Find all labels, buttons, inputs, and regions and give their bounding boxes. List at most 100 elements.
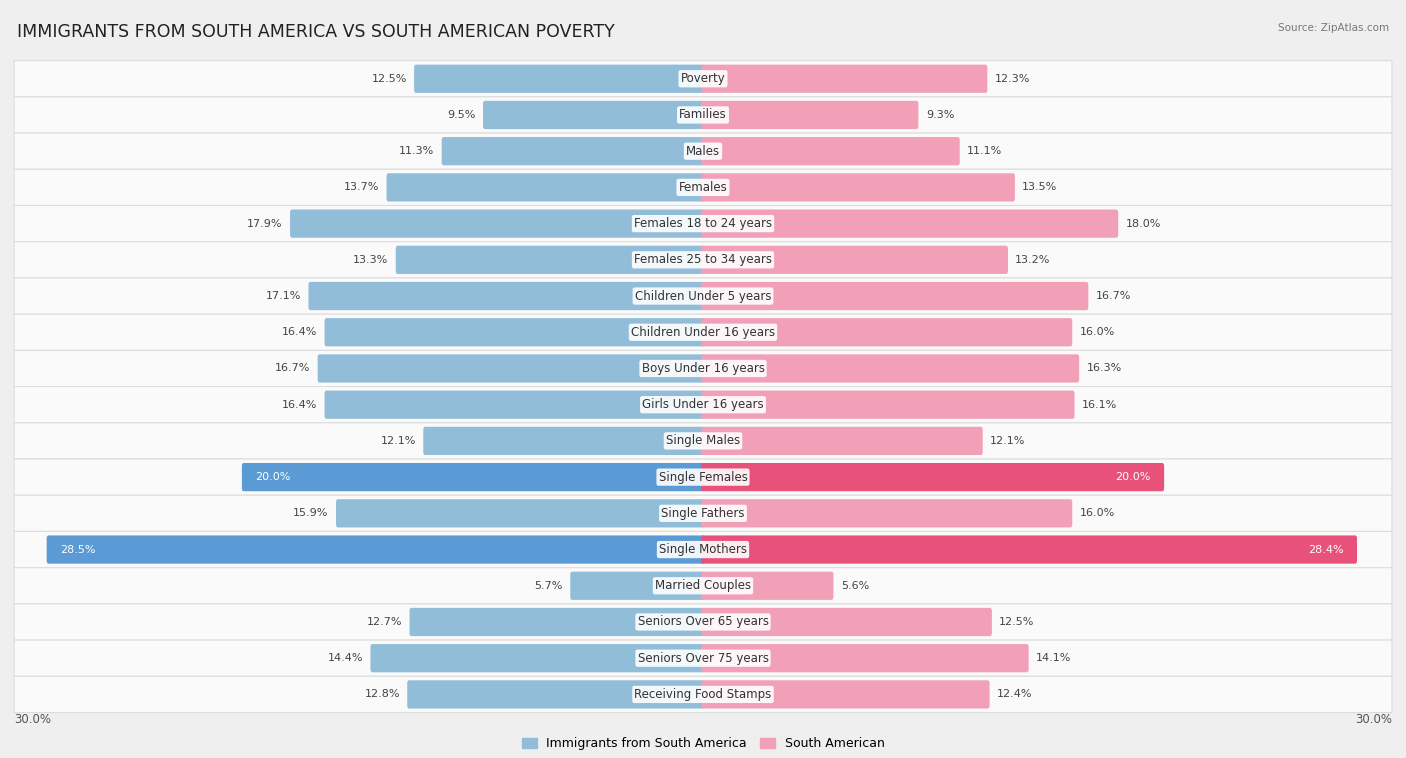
Text: 12.1%: 12.1%: [990, 436, 1025, 446]
Text: Seniors Over 65 years: Seniors Over 65 years: [637, 615, 769, 628]
FancyBboxPatch shape: [46, 535, 704, 564]
FancyBboxPatch shape: [318, 354, 704, 383]
Text: Married Couples: Married Couples: [655, 579, 751, 592]
Text: 28.4%: 28.4%: [1308, 544, 1344, 555]
Text: 9.5%: 9.5%: [447, 110, 475, 120]
FancyBboxPatch shape: [702, 282, 1088, 310]
Text: 12.5%: 12.5%: [371, 74, 406, 83]
FancyBboxPatch shape: [702, 535, 1357, 564]
FancyBboxPatch shape: [702, 101, 918, 129]
FancyBboxPatch shape: [702, 137, 960, 165]
FancyBboxPatch shape: [415, 64, 704, 93]
FancyBboxPatch shape: [702, 390, 1074, 419]
FancyBboxPatch shape: [14, 495, 1392, 531]
FancyBboxPatch shape: [408, 680, 704, 709]
FancyBboxPatch shape: [702, 64, 987, 93]
FancyBboxPatch shape: [395, 246, 704, 274]
Text: 13.2%: 13.2%: [1015, 255, 1050, 265]
Text: 12.3%: 12.3%: [994, 74, 1031, 83]
FancyBboxPatch shape: [14, 97, 1392, 133]
Text: Females 18 to 24 years: Females 18 to 24 years: [634, 217, 772, 230]
FancyBboxPatch shape: [14, 133, 1392, 169]
FancyBboxPatch shape: [702, 644, 1029, 672]
FancyBboxPatch shape: [14, 278, 1392, 314]
FancyBboxPatch shape: [14, 459, 1392, 495]
Text: Single Males: Single Males: [666, 434, 740, 447]
Text: Receiving Food Stamps: Receiving Food Stamps: [634, 688, 772, 701]
Text: 12.8%: 12.8%: [364, 690, 399, 700]
Text: Poverty: Poverty: [681, 72, 725, 85]
FancyBboxPatch shape: [14, 350, 1392, 387]
FancyBboxPatch shape: [702, 354, 1080, 383]
Text: 20.0%: 20.0%: [1115, 472, 1152, 482]
Text: 14.1%: 14.1%: [1036, 653, 1071, 663]
Text: 5.6%: 5.6%: [841, 581, 869, 590]
FancyBboxPatch shape: [702, 174, 1015, 202]
FancyBboxPatch shape: [702, 608, 991, 636]
FancyBboxPatch shape: [290, 209, 704, 238]
Text: 5.7%: 5.7%: [534, 581, 562, 590]
Text: 16.0%: 16.0%: [1080, 327, 1115, 337]
Text: 17.1%: 17.1%: [266, 291, 301, 301]
Text: 11.1%: 11.1%: [967, 146, 1002, 156]
Text: 30.0%: 30.0%: [14, 713, 51, 726]
FancyBboxPatch shape: [14, 640, 1392, 676]
FancyBboxPatch shape: [387, 174, 704, 202]
FancyBboxPatch shape: [14, 568, 1392, 604]
Text: 9.3%: 9.3%: [925, 110, 955, 120]
FancyBboxPatch shape: [423, 427, 704, 455]
FancyBboxPatch shape: [14, 604, 1392, 640]
FancyBboxPatch shape: [370, 644, 704, 672]
Text: 13.3%: 13.3%: [353, 255, 388, 265]
Text: 11.3%: 11.3%: [399, 146, 434, 156]
Text: Single Females: Single Females: [658, 471, 748, 484]
FancyBboxPatch shape: [325, 318, 704, 346]
Text: Single Mothers: Single Mothers: [659, 543, 747, 556]
Text: Males: Males: [686, 145, 720, 158]
Text: 16.1%: 16.1%: [1083, 399, 1118, 409]
Text: 30.0%: 30.0%: [1355, 713, 1392, 726]
FancyBboxPatch shape: [14, 314, 1392, 350]
Text: 16.4%: 16.4%: [281, 399, 318, 409]
FancyBboxPatch shape: [702, 209, 1118, 238]
Text: 20.0%: 20.0%: [256, 472, 291, 482]
FancyBboxPatch shape: [702, 318, 1073, 346]
FancyBboxPatch shape: [702, 572, 834, 600]
Legend: Immigrants from South America, South American: Immigrants from South America, South Ame…: [516, 732, 890, 755]
Text: Boys Under 16 years: Boys Under 16 years: [641, 362, 765, 375]
FancyBboxPatch shape: [14, 169, 1392, 205]
Text: 13.5%: 13.5%: [1022, 183, 1057, 193]
Text: IMMIGRANTS FROM SOUTH AMERICA VS SOUTH AMERICAN POVERTY: IMMIGRANTS FROM SOUTH AMERICA VS SOUTH A…: [17, 23, 614, 41]
Text: 16.3%: 16.3%: [1087, 364, 1122, 374]
FancyBboxPatch shape: [336, 500, 704, 528]
FancyBboxPatch shape: [308, 282, 704, 310]
Text: 12.5%: 12.5%: [1000, 617, 1035, 627]
Text: 17.9%: 17.9%: [247, 218, 283, 229]
Text: Seniors Over 75 years: Seniors Over 75 years: [637, 652, 769, 665]
Text: 13.7%: 13.7%: [344, 183, 380, 193]
Text: 16.4%: 16.4%: [281, 327, 318, 337]
Text: Source: ZipAtlas.com: Source: ZipAtlas.com: [1278, 23, 1389, 33]
Text: 16.0%: 16.0%: [1080, 509, 1115, 518]
Text: 16.7%: 16.7%: [1095, 291, 1130, 301]
Text: Girls Under 16 years: Girls Under 16 years: [643, 398, 763, 411]
Text: Females 25 to 34 years: Females 25 to 34 years: [634, 253, 772, 266]
FancyBboxPatch shape: [441, 137, 704, 165]
Text: Children Under 5 years: Children Under 5 years: [634, 290, 772, 302]
FancyBboxPatch shape: [14, 531, 1392, 568]
FancyBboxPatch shape: [702, 680, 990, 709]
FancyBboxPatch shape: [325, 390, 704, 419]
FancyBboxPatch shape: [409, 608, 704, 636]
Text: 15.9%: 15.9%: [294, 509, 329, 518]
Text: 28.5%: 28.5%: [60, 544, 96, 555]
FancyBboxPatch shape: [242, 463, 704, 491]
Text: 14.4%: 14.4%: [328, 653, 363, 663]
Text: 12.1%: 12.1%: [381, 436, 416, 446]
FancyBboxPatch shape: [702, 246, 1008, 274]
Text: Children Under 16 years: Children Under 16 years: [631, 326, 775, 339]
FancyBboxPatch shape: [14, 205, 1392, 242]
FancyBboxPatch shape: [14, 676, 1392, 713]
Text: Females: Females: [679, 181, 727, 194]
FancyBboxPatch shape: [702, 427, 983, 455]
Text: 18.0%: 18.0%: [1126, 218, 1161, 229]
